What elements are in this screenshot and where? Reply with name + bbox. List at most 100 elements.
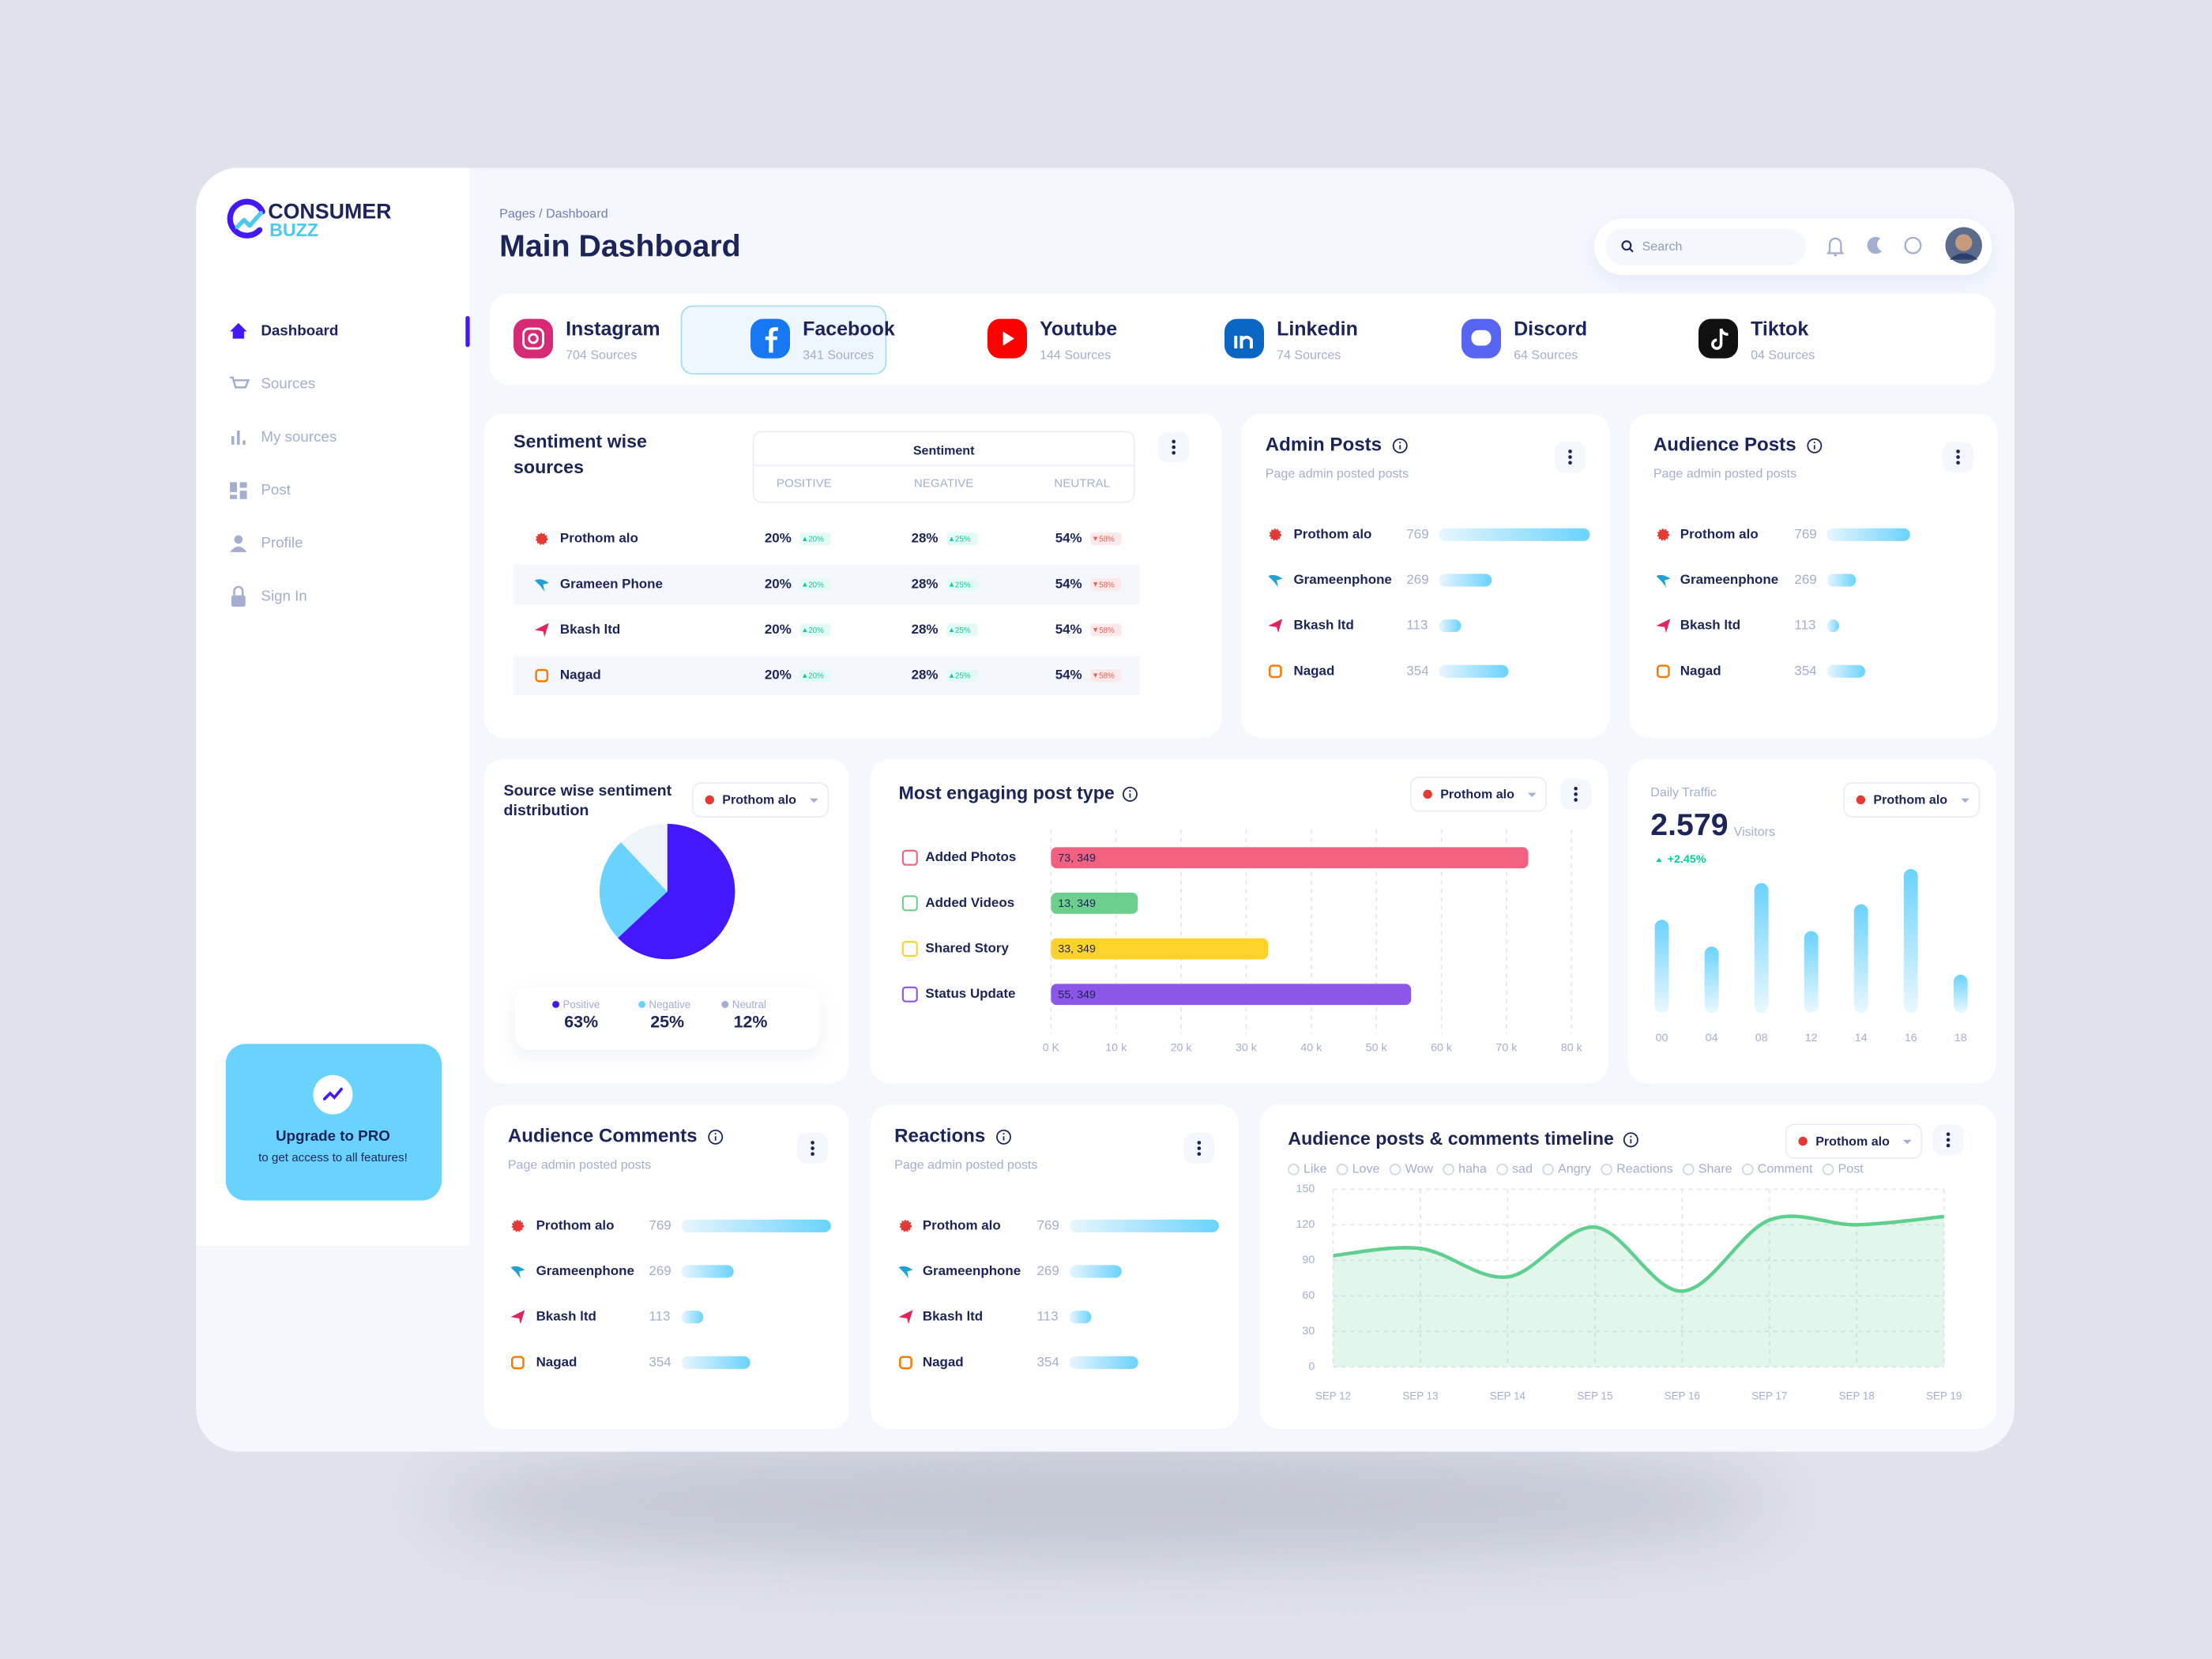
notifications-button[interactable] <box>1826 237 1845 257</box>
platform-name[interactable]: Linkedin <box>1277 318 1358 340</box>
filter-label[interactable]: Reactions <box>1616 1162 1672 1176</box>
nav-label[interactable]: My sources <box>261 428 337 445</box>
filter-label[interactable]: Angry <box>1558 1162 1591 1176</box>
filter-dropdown[interactable]: Prothom alo <box>1409 777 1548 812</box>
platform-sources[interactable]: 341 Sources <box>803 348 874 362</box>
info-icon[interactable] <box>1122 786 1138 802</box>
filter-label[interactable]: Post <box>1838 1162 1864 1176</box>
series-filter[interactable]: Love <box>1336 1162 1380 1176</box>
company-icon <box>899 1220 912 1232</box>
series-filter[interactable]: Post <box>1822 1162 1864 1176</box>
platform-sources[interactable]: 74 Sources <box>1277 348 1341 362</box>
platform-tab[interactable]: Instagram 704 Sources <box>514 318 660 362</box>
filter-label[interactable]: Wow <box>1405 1162 1434 1176</box>
info-button[interactable] <box>1904 236 1922 254</box>
info-icon[interactable] <box>1392 438 1408 453</box>
nav-label[interactable]: Profile <box>261 534 303 551</box>
more-menu-button[interactable] <box>1942 441 1974 473</box>
filter-dropdown[interactable]: Prothom alo <box>1785 1123 1923 1159</box>
info-ring <box>1807 438 1823 453</box>
search-placeholder[interactable]: Search <box>1642 239 1683 254</box>
platform-name[interactable]: Instagram <box>566 318 660 340</box>
nav-label[interactable]: Post <box>261 481 291 498</box>
nav-label[interactable]: Dashboard <box>261 322 338 339</box>
more-menu-button[interactable] <box>796 1132 829 1164</box>
platform-sources[interactable]: 64 Sources <box>1514 348 1578 362</box>
x-tick-label: 80 k <box>1561 1042 1583 1055</box>
filter-dropdown[interactable]: Prothom alo <box>1843 782 1981 818</box>
nav-label[interactable]: Sign In <box>261 587 307 604</box>
upgrade-text[interactable]: to get access to all features! <box>258 1151 408 1164</box>
more-menu-button[interactable] <box>1932 1124 1964 1156</box>
platform-name[interactable]: Discord <box>1514 318 1587 340</box>
series-filter[interactable]: Reactions <box>1601 1162 1673 1176</box>
filter-dropdown[interactable]: Prothom alo <box>691 782 830 818</box>
more-menu-button[interactable] <box>1183 1132 1215 1164</box>
more-menu-button[interactable] <box>1158 431 1190 463</box>
platform-icon <box>1698 318 1738 359</box>
dropdown-label[interactable]: Prothom alo <box>1440 787 1514 801</box>
series-filter[interactable]: Angry <box>1542 1162 1591 1176</box>
category-label: Status Update <box>925 986 1015 1001</box>
dropdown-label[interactable]: Prothom alo <box>1815 1134 1890 1149</box>
kpi-value: 2.579 <box>1650 807 1728 842</box>
platform-sources[interactable]: 704 Sources <box>566 348 637 362</box>
table-cell: 54% <box>1055 622 1082 637</box>
company-icon <box>534 623 549 638</box>
info-icon[interactable] <box>708 1129 724 1145</box>
nav-item[interactable]: Sign In <box>261 587 307 604</box>
brand-name: CONSUMER <box>268 200 391 224</box>
filter-label[interactable]: Love <box>1352 1162 1380 1176</box>
series-filter[interactable]: Like <box>1288 1162 1327 1176</box>
filter-checkbox <box>1496 1164 1508 1176</box>
platform-sources[interactable]: 144 Sources <box>1040 348 1111 362</box>
filter-label[interactable]: Comment <box>1758 1162 1813 1176</box>
table-group-header-box <box>752 431 1135 503</box>
series-filter[interactable]: sad <box>1496 1162 1533 1176</box>
platform-sources[interactable]: 04 Sources <box>1751 348 1815 362</box>
value-label: 269 <box>1037 1263 1059 1278</box>
y-tick-label: 0 <box>1308 1360 1315 1373</box>
more-menu-button[interactable] <box>1560 778 1592 810</box>
nav-item[interactable]: Sources <box>261 375 315 392</box>
filter-label[interactable]: haha <box>1458 1162 1487 1176</box>
nav-item[interactable]: Post <box>261 481 291 498</box>
dropdown-label[interactable]: Prothom alo <box>722 793 796 807</box>
filter-label[interactable]: Share <box>1698 1162 1732 1176</box>
upgrade-title[interactable]: Upgrade to PRO <box>276 1127 390 1144</box>
platform-tab[interactable]: Facebook 341 Sources <box>680 305 895 375</box>
platform-name[interactable]: Facebook <box>803 318 895 340</box>
more-menu-button[interactable] <box>1554 441 1586 473</box>
platform-tab[interactable]: Tiktok 04 Sources <box>1698 318 1815 362</box>
filter-checkbox <box>1741 1164 1754 1176</box>
series-filter[interactable]: haha <box>1443 1162 1487 1176</box>
filter-label[interactable]: sad <box>1512 1162 1533 1176</box>
nav-label[interactable]: Sources <box>261 375 315 392</box>
platform-tab[interactable]: Youtube 144 Sources <box>988 318 1117 362</box>
platform-tab[interactable]: Linkedin 74 Sources <box>1224 318 1358 362</box>
filter-checkbox <box>1443 1164 1454 1176</box>
platform-name[interactable]: Tiktok <box>1751 318 1808 340</box>
nav-item[interactable]: Dashboard <box>261 322 338 339</box>
filter-label[interactable]: Like <box>1304 1162 1327 1176</box>
dark-mode-button[interactable] <box>1867 236 1883 254</box>
series-filter[interactable]: Wow <box>1389 1162 1434 1176</box>
search-box[interactable]: Search <box>1605 228 1806 265</box>
chart-subtitle: Page admin posted posts <box>894 1157 1037 1172</box>
bar <box>1826 528 1910 541</box>
filter-checkbox <box>1542 1164 1554 1176</box>
info-icon[interactable] <box>1623 1132 1638 1148</box>
info-icon[interactable] <box>996 1129 1011 1145</box>
table-cell: 20% <box>765 531 792 546</box>
kpi-arrow <box>1656 857 1662 863</box>
nav-icon <box>231 595 246 607</box>
series-filter[interactable]: Share <box>1682 1162 1732 1176</box>
dropdown-label[interactable]: Prothom alo <box>1873 793 1947 807</box>
upgrade-card[interactable]: Upgrade to PRO to get access to all featu… <box>225 1044 442 1201</box>
platform-tab[interactable]: Discord 64 Sources <box>1462 318 1587 362</box>
nav-item[interactable]: My sources <box>261 428 337 445</box>
info-icon[interactable] <box>1807 438 1823 453</box>
platform-name[interactable]: Youtube <box>1040 318 1117 340</box>
series-filter[interactable]: Comment <box>1741 1162 1813 1176</box>
nav-item[interactable]: Profile <box>261 534 303 551</box>
